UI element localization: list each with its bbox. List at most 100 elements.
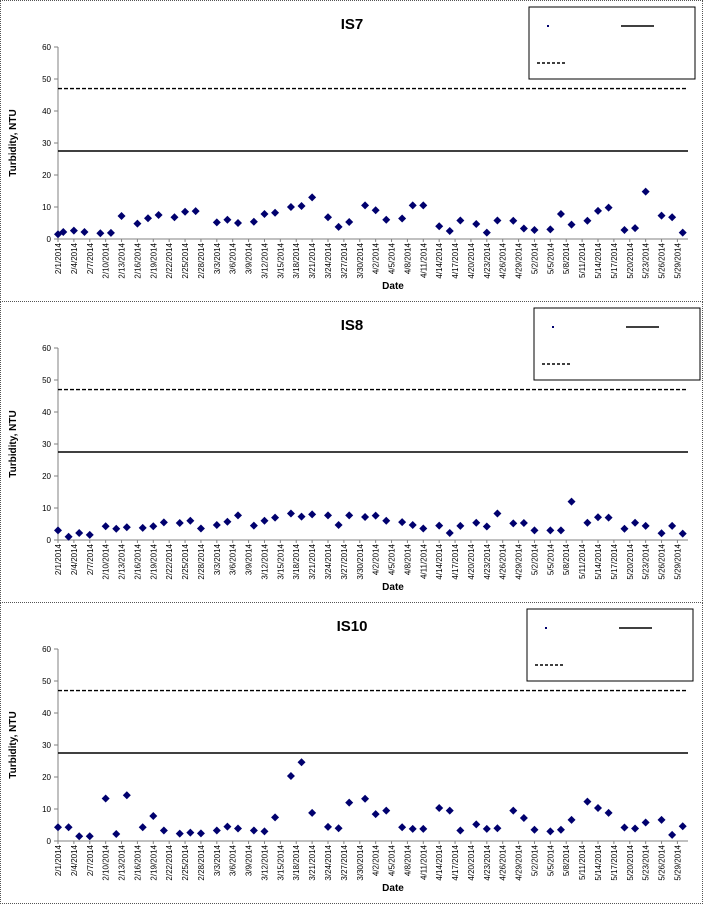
x-tick-label: 3/9/2014 [245,543,254,575]
chart-panel-is8: IS8 0 10 20 30 40 50 60 2/1/2014 2/4/2014 2/7/2014… [0,301,703,603]
x-tick-label: 3/12/2014 [260,242,269,278]
y-tick-label: 10 [42,203,51,212]
y-tick-label: 20 [42,472,51,481]
data-point [657,529,666,538]
data-point [668,830,677,839]
x-tick-label: 2/19/2014 [149,543,158,579]
data-point [620,226,629,235]
legend-marker-data [545,627,547,629]
x-tick-label: 5/11/2014 [578,242,587,278]
legend-marker-data [547,25,549,27]
data-point [556,825,565,834]
data-point [668,213,677,222]
x-tick-label: 2/19/2014 [149,242,158,278]
x-tick-label: 5/23/2014 [642,844,651,880]
x-tick-label: 2/4/2014 [70,844,79,876]
x-tick-label: 5/8/2014 [562,543,571,575]
data-point [361,512,370,521]
data-point [530,526,539,535]
x-tick-label: 2/22/2014 [165,844,174,880]
x-tick-label: 4/20/2014 [467,543,476,579]
data-point [101,794,110,803]
chart-title: IS8 [341,317,364,334]
x-tick-label: 2/25/2014 [181,844,190,880]
x-tick-label: 2/25/2014 [181,543,190,579]
x-tick-label: 3/24/2014 [324,543,333,579]
data-point [149,522,158,531]
data-point [149,812,158,821]
x-tick-label: 5/26/2014 [658,242,667,278]
data-point [678,529,687,538]
data-point [546,526,555,535]
data-point [334,520,343,529]
x-tick-label: 2/1/2014 [54,543,63,575]
legend-box [533,307,701,381]
data-point [509,806,518,815]
data-point [260,516,269,525]
data-point [64,532,73,541]
data-point [324,511,332,520]
data-point [249,217,258,226]
x-tick-label: 3/24/2014 [324,242,333,278]
data-point [382,806,391,815]
data-point [345,511,354,520]
x-tick-label: 2/7/2014 [86,844,95,876]
data-point [122,523,131,532]
x-tick-label: 2/10/2014 [102,844,111,880]
y-tick-label: 0 [47,235,52,244]
x-axis-title: Date [382,883,404,894]
data-point [493,824,502,833]
chart-panel-is10: IS10 0 10 20 30 40 50 60 2/1/2014 2/4/2014 2/7/201… [0,602,703,904]
data-point [482,228,491,237]
data-point [181,207,190,216]
x-tick-label: 3/9/2014 [245,242,254,274]
y-tick-label: 30 [42,139,51,148]
x-tick-label: 3/15/2014 [276,242,285,278]
x-tick-label: 3/6/2014 [229,242,238,274]
data-point [345,218,354,227]
data-point [286,203,295,211]
x-tick-label: 4/14/2014 [435,242,444,278]
data-point [594,513,602,522]
data-point [419,824,428,833]
x-tick-label: 5/20/2014 [626,844,635,880]
data-point [154,211,163,219]
x-tick-label: 5/26/2014 [658,543,667,579]
data-point [594,804,602,813]
data-point [519,224,528,233]
x-tick-label: 4/2/2014 [372,543,381,575]
data-point [144,214,152,223]
x-tick-label: 4/11/2014 [419,242,428,278]
x-tick-label: 2/13/2014 [118,543,127,579]
x-tick-label: 3/27/2014 [340,242,349,278]
data-point [54,526,62,535]
data-point [54,823,62,832]
data-point [96,229,105,238]
x-tick-label: 3/3/2014 [213,242,222,274]
data-point [308,510,317,519]
data-point [234,511,242,520]
data-point [112,829,121,838]
data-point [297,758,306,767]
data-point [175,829,184,838]
data-point [133,219,142,228]
y-tick-label: 30 [42,741,51,750]
data-point [85,832,94,841]
data-point [583,797,592,806]
data-point [604,203,613,212]
data-point [69,226,78,235]
data-point [212,218,221,227]
data-point [482,522,491,531]
data-point [435,521,444,530]
x-tick-label: 5/23/2014 [642,242,651,278]
data-point [604,808,613,817]
x-tick-label: 2/4/2014 [70,242,79,274]
data-point [419,524,428,533]
x-tick-label: 5/17/2014 [610,844,619,880]
x-tick-label: 5/26/2014 [658,844,667,880]
x-tick-label: 4/29/2014 [515,543,524,579]
x-tick-label: 4/5/2014 [388,844,397,876]
data-point [345,798,354,807]
data-point [567,220,576,229]
